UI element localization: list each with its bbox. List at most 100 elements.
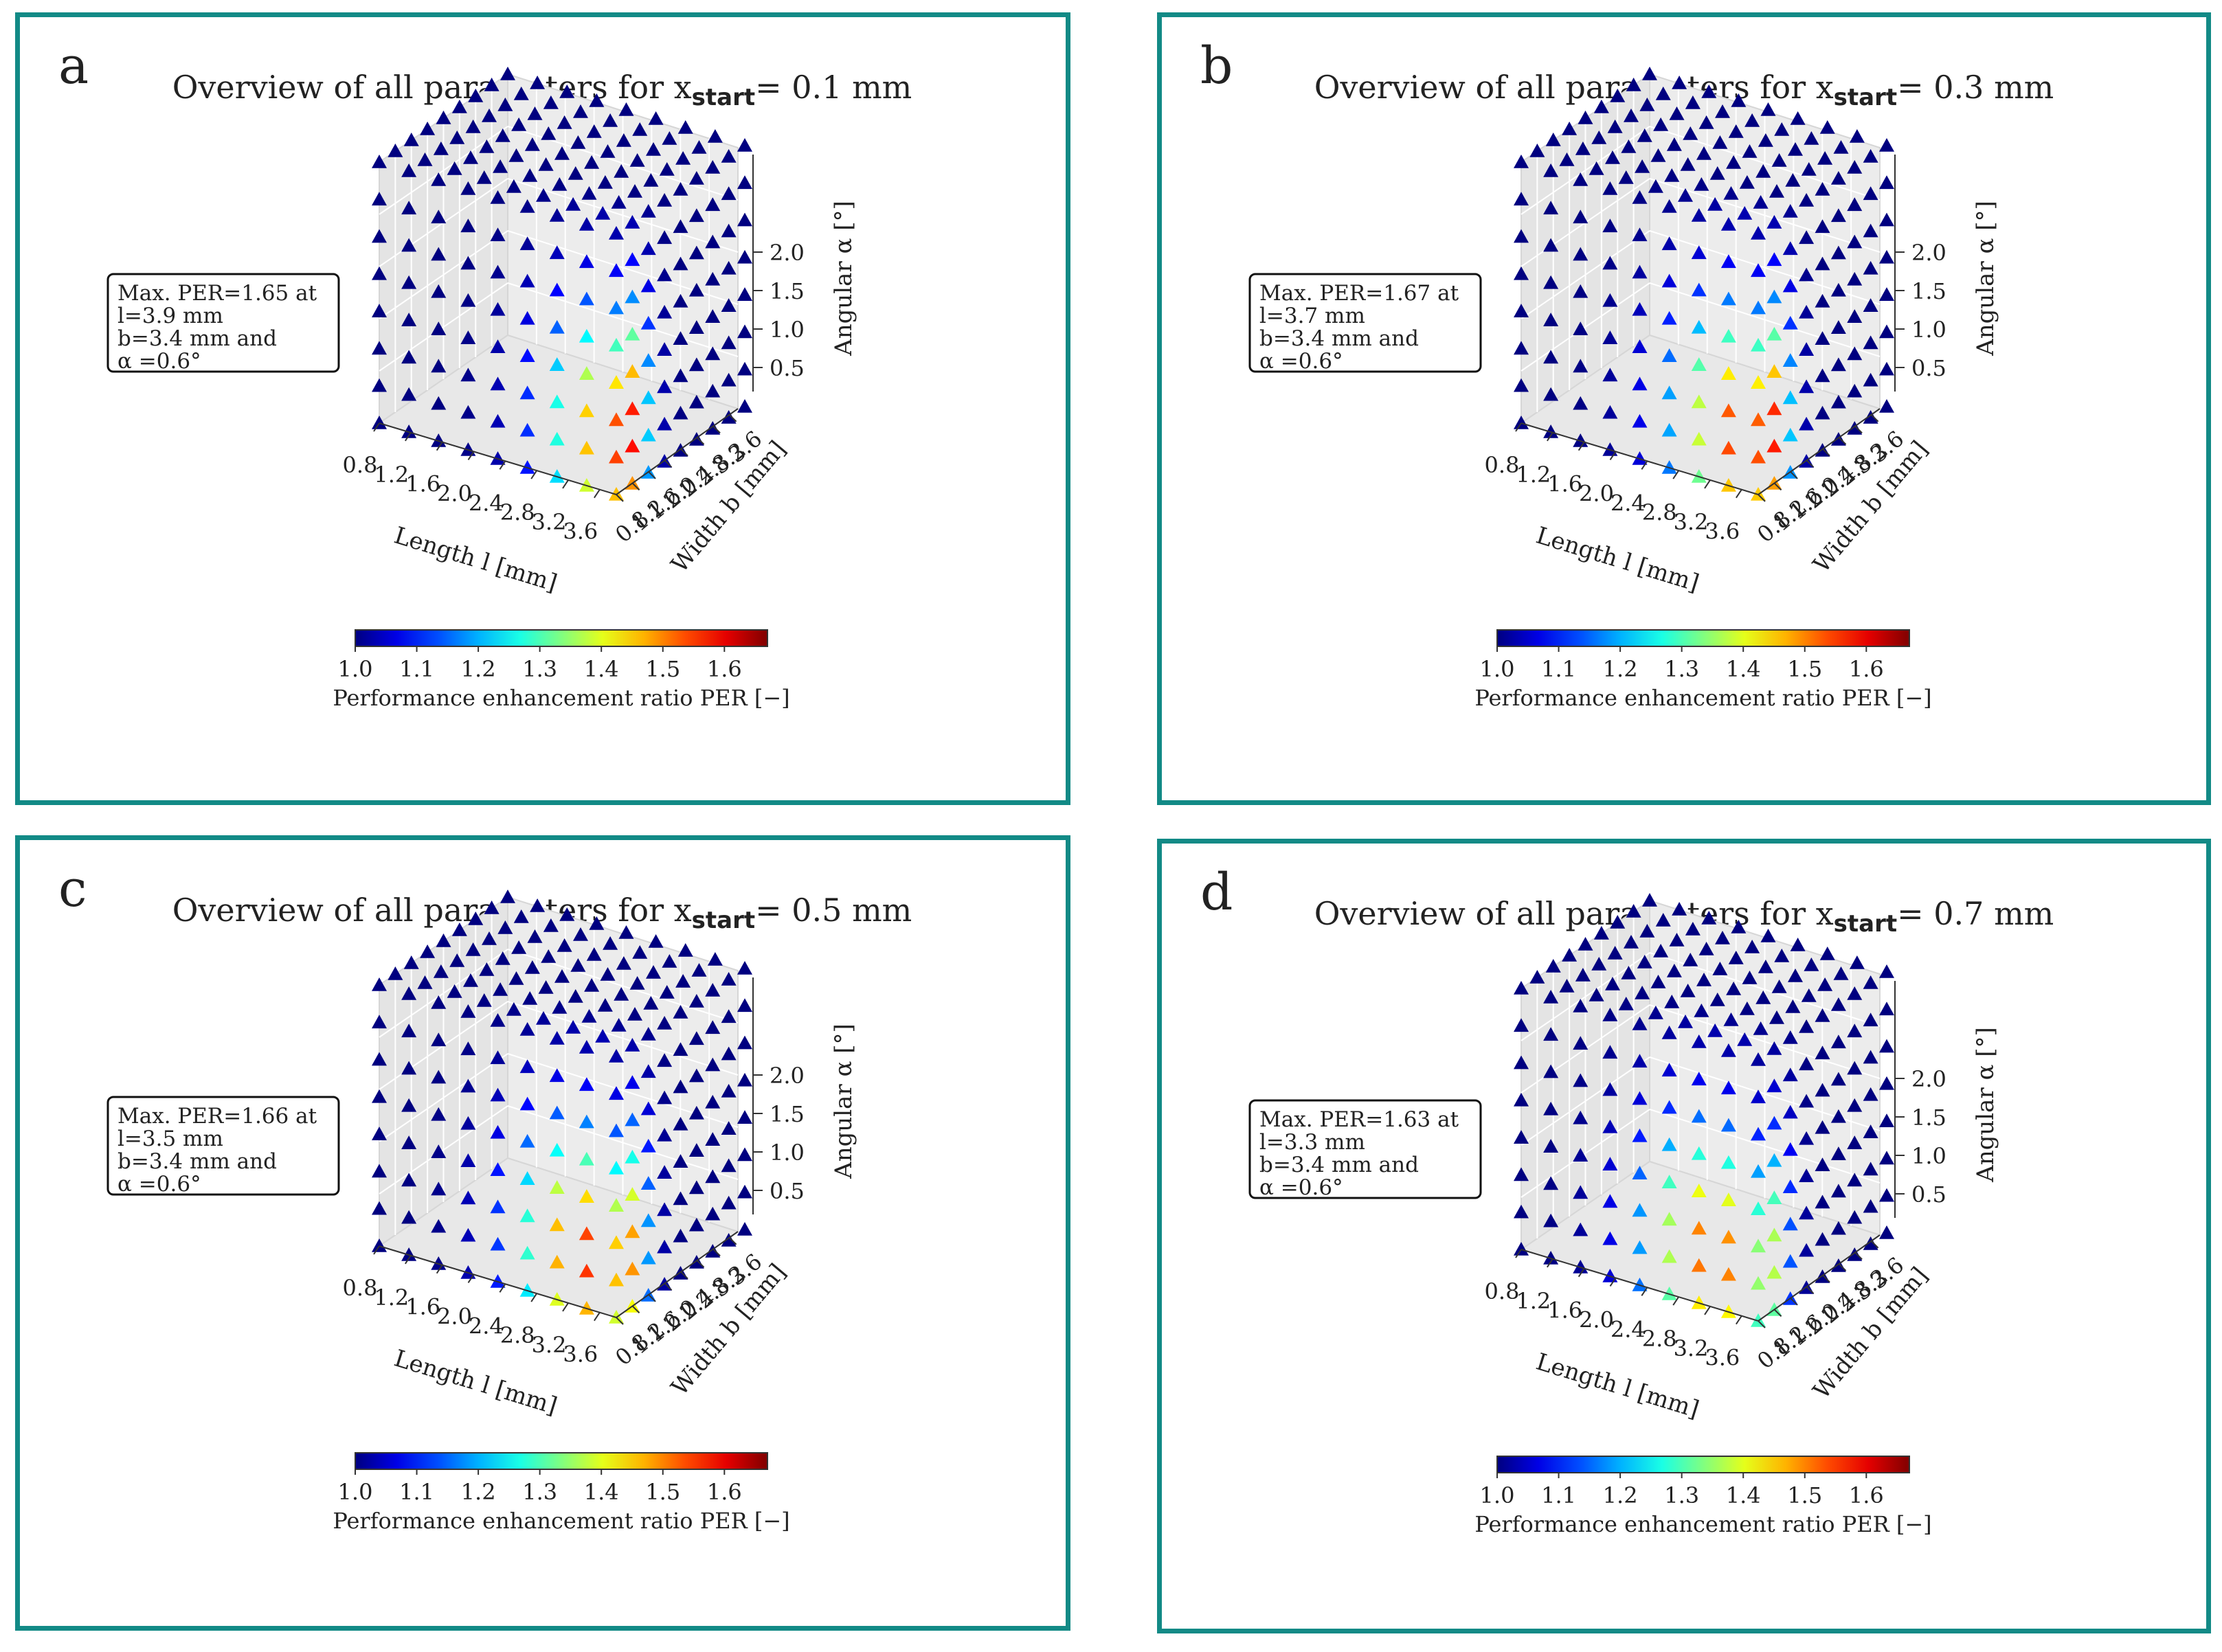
data-marker — [1863, 335, 1878, 350]
data-marker — [460, 442, 476, 456]
y-axis-line — [1758, 408, 1881, 495]
data-marker — [659, 162, 675, 176]
data-marker — [737, 1035, 752, 1050]
data-marker — [625, 1224, 640, 1238]
data-marker — [1766, 1078, 1782, 1093]
data-marker — [627, 1007, 642, 1021]
data-marker — [1543, 990, 1559, 1004]
colorbar — [1496, 1456, 1910, 1473]
data-marker — [1815, 182, 1830, 196]
data-marker — [447, 984, 462, 998]
data-marker — [1771, 980, 1787, 993]
colorbar-tick-label: 1.0 — [1480, 656, 1515, 682]
data-marker — [1760, 929, 1776, 942]
y-tick — [1773, 482, 1782, 491]
data-marker — [603, 113, 618, 127]
data-marker — [1782, 278, 1798, 293]
data-marker — [1863, 223, 1878, 238]
grid-line — [379, 230, 508, 319]
data-marker — [673, 331, 688, 345]
x-tick-label: 2.4 — [469, 490, 504, 516]
data-marker — [527, 106, 543, 120]
data-marker — [1790, 111, 1806, 125]
data-marker — [401, 350, 417, 364]
y-tick — [631, 482, 640, 491]
data-marker — [1632, 339, 1648, 353]
data-marker — [500, 890, 515, 903]
data-marker — [1691, 357, 1707, 371]
y-tick — [631, 1305, 640, 1314]
x-tick — [1641, 1287, 1648, 1296]
data-marker — [688, 1180, 704, 1195]
data-marker — [737, 1072, 752, 1087]
data-marker — [388, 144, 403, 157]
data-marker — [640, 204, 656, 218]
data-marker — [1664, 168, 1680, 182]
colorbar — [355, 629, 768, 647]
data-marker — [541, 949, 557, 963]
marker-layer — [372, 890, 752, 1324]
data-marker — [1632, 190, 1648, 204]
data-marker — [1830, 432, 1846, 446]
data-marker — [1815, 1195, 1830, 1209]
data-marker — [549, 1031, 565, 1045]
data-marker — [609, 412, 624, 427]
data-marker — [1799, 342, 1815, 356]
y-tick — [1838, 437, 1847, 445]
data-marker — [737, 324, 752, 339]
x-tick — [1515, 422, 1522, 432]
data-marker — [1751, 1089, 1766, 1104]
data-marker — [688, 1031, 704, 1045]
data-marker — [490, 1199, 506, 1214]
data-marker — [1559, 152, 1575, 166]
y-tick — [712, 425, 721, 434]
data-marker — [490, 414, 506, 428]
z-tick-label: 1.0 — [1911, 1143, 1946, 1169]
data-marker — [1774, 122, 1790, 136]
x-tick — [1547, 1258, 1553, 1268]
data-marker — [1766, 438, 1782, 453]
data-marker — [1744, 113, 1760, 127]
data-marker — [1573, 210, 1589, 224]
data-marker — [1739, 1002, 1755, 1015]
chart-a: Overview of all parameters for xstart= 0… — [106, 67, 912, 711]
data-marker — [1707, 1023, 1723, 1037]
data-marker — [401, 1247, 417, 1261]
data-marker — [1863, 1124, 1878, 1138]
data-marker — [1602, 256, 1618, 270]
x-tick-label: 1.2 — [1516, 1288, 1551, 1314]
data-marker — [1863, 186, 1878, 201]
x-tick — [436, 442, 443, 451]
data-marker — [1782, 390, 1798, 405]
x-tick-label: 3.2 — [532, 509, 567, 535]
data-marker — [1751, 1201, 1766, 1215]
data-marker — [1543, 163, 1559, 177]
data-marker — [579, 440, 594, 455]
data-marker — [1589, 161, 1604, 175]
data-marker — [543, 918, 559, 932]
data-marker — [1879, 1113, 1894, 1127]
data-marker — [482, 109, 497, 122]
data-marker — [688, 994, 704, 1008]
data-marker — [1830, 394, 1846, 409]
data-marker — [1669, 106, 1685, 120]
data-marker — [1879, 249, 1894, 264]
data-marker — [1573, 284, 1589, 298]
data-marker — [479, 962, 495, 976]
data-marker — [1642, 67, 1657, 80]
data-marker — [673, 293, 688, 308]
data-marker — [519, 422, 535, 437]
colorbar-tick-label: 1.6 — [707, 1479, 742, 1505]
data-marker — [1691, 1258, 1707, 1272]
data-marker — [463, 973, 478, 987]
data-marker — [468, 89, 484, 102]
data-marker — [1661, 385, 1677, 400]
z-tick-label: 2.0 — [1911, 240, 1946, 266]
data-marker — [1830, 171, 1846, 185]
data-marker — [431, 321, 447, 335]
title-subscript: start — [692, 84, 755, 111]
data-marker — [646, 965, 661, 979]
data-marker — [707, 129, 723, 143]
data-marker — [1642, 893, 1657, 907]
data-marker — [1766, 1041, 1782, 1055]
